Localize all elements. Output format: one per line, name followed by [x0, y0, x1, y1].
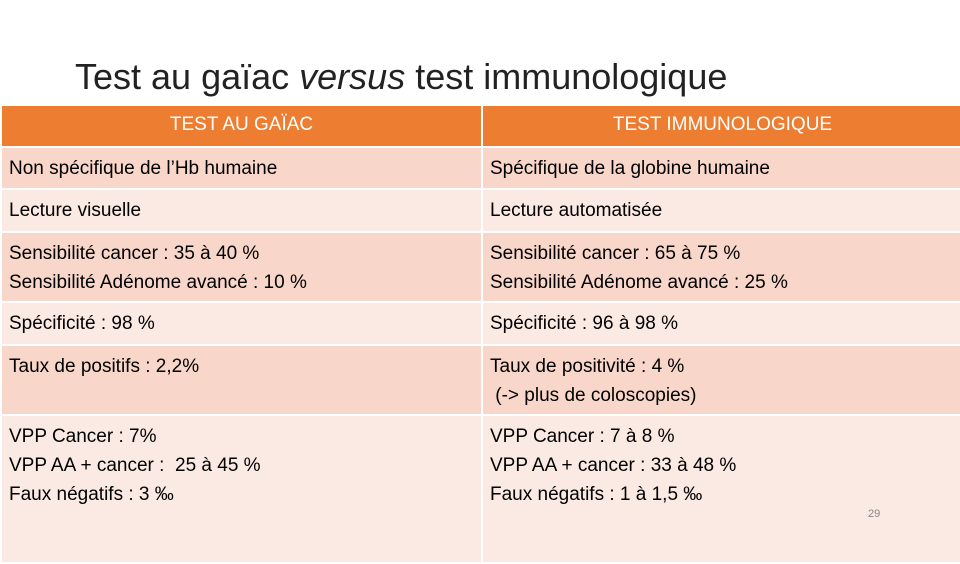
- cell-line: Non spécifique de l’Hb humaine: [9, 158, 278, 179]
- header-row: TEST AU GAÏAC TEST IMMUNOLOGIQUE: [0, 104, 960, 148]
- cell-line: Taux de positifs : 2,2%: [9, 356, 200, 377]
- cell-line: Lecture visuelle: [9, 200, 142, 221]
- cell-line: Sensibilité Adénome avancé : 25 %: [490, 272, 788, 293]
- table-row: VPP Cancer : 7% VPP AA + cancer : 25 à 45…: [0, 414, 960, 564]
- cell-line: Lecture automatisée: [490, 200, 663, 221]
- table-cell: Sensibilité cancer : 35 à 40 % Sensibilit…: [0, 231, 483, 303]
- cell-line: Taux de positivité : 4 %: [490, 356, 685, 377]
- table-cell: VPP Cancer : 7 à 8 % VPP AA + cancer : 33…: [481, 414, 960, 564]
- slide-title: Test au gaïac versus test immunologique: [75, 56, 727, 98]
- cell-line: Spécificité : 96 à 98 %: [490, 313, 678, 334]
- cell-line: VPP AA + cancer : 33 à 48 %: [490, 455, 737, 476]
- cell-line: (-> plus de coloscopies): [490, 385, 697, 406]
- table-cell: Spécificité : 96 à 98 %: [481, 301, 960, 346]
- table-row: Lecture visuelle Lecture automatisée: [0, 188, 960, 233]
- cell-line: Faux négatifs : 3 ‰: [9, 484, 174, 505]
- cell-line: VPP AA + cancer : 25 à 45 %: [9, 455, 261, 476]
- table-cell: Spécificité : 98 %: [0, 301, 483, 346]
- table-cell: VPP Cancer : 7% VPP AA + cancer : 25 à 45…: [0, 414, 483, 564]
- cell-line: VPP Cancer : 7 à 8 %: [490, 426, 675, 447]
- header-cell: TEST AU GAÏAC: [0, 104, 483, 148]
- cell-line: Spécifique de la globine humaine: [490, 158, 770, 179]
- table-cell: Lecture visuelle: [0, 188, 483, 233]
- table-row: Spécificité : 98 % Spécificité : 96 à 98 …: [0, 301, 960, 346]
- table-cell: Sensibilité cancer : 65 à 75 % Sensibilit…: [481, 231, 960, 303]
- comparison-table: TEST AU GAÏAC TEST IMMUNOLOGIQUE Non spéc…: [0, 104, 960, 564]
- cell-line: VPP Cancer : 7%: [9, 426, 157, 447]
- table-row: Taux de positifs : 2,2% Taux de positivit…: [0, 344, 960, 416]
- header-cell: TEST IMMUNOLOGIQUE: [481, 104, 960, 148]
- title-emphasis: versus: [299, 56, 406, 97]
- table-row: Non spécifique de l’Hb humaine Spécifique…: [0, 146, 960, 190]
- cell-line: Spécificité : 98 %: [9, 313, 155, 334]
- cell-line: Sensibilité cancer : 35 à 40 %: [9, 243, 260, 264]
- cell-line: Sensibilité Adénome avancé : 10 %: [9, 272, 307, 293]
- title-lead: Test au gaïac: [75, 56, 290, 97]
- table-cell: Non spécifique de l’Hb humaine: [0, 146, 483, 190]
- table-cell: Taux de positifs : 2,2%: [0, 344, 483, 416]
- slide: Test au gaïac versus test immunologique …: [0, 56, 960, 564]
- table-cell: Lecture automatisée: [481, 188, 960, 233]
- cell-line: Sensibilité cancer : 65 à 75 %: [490, 243, 741, 264]
- cell-line: Faux négatifs : 1 à 1,5 ‰: [490, 484, 703, 505]
- page-number: 29: [868, 508, 881, 520]
- table-cell: Spécifique de la globine humaine: [481, 146, 960, 190]
- table-row: Sensibilité cancer : 35 à 40 % Sensibilit…: [0, 231, 960, 303]
- table-cell: Taux de positivité : 4 % (-> plus de col…: [481, 344, 960, 416]
- title-tail: test immunologique: [415, 56, 728, 97]
